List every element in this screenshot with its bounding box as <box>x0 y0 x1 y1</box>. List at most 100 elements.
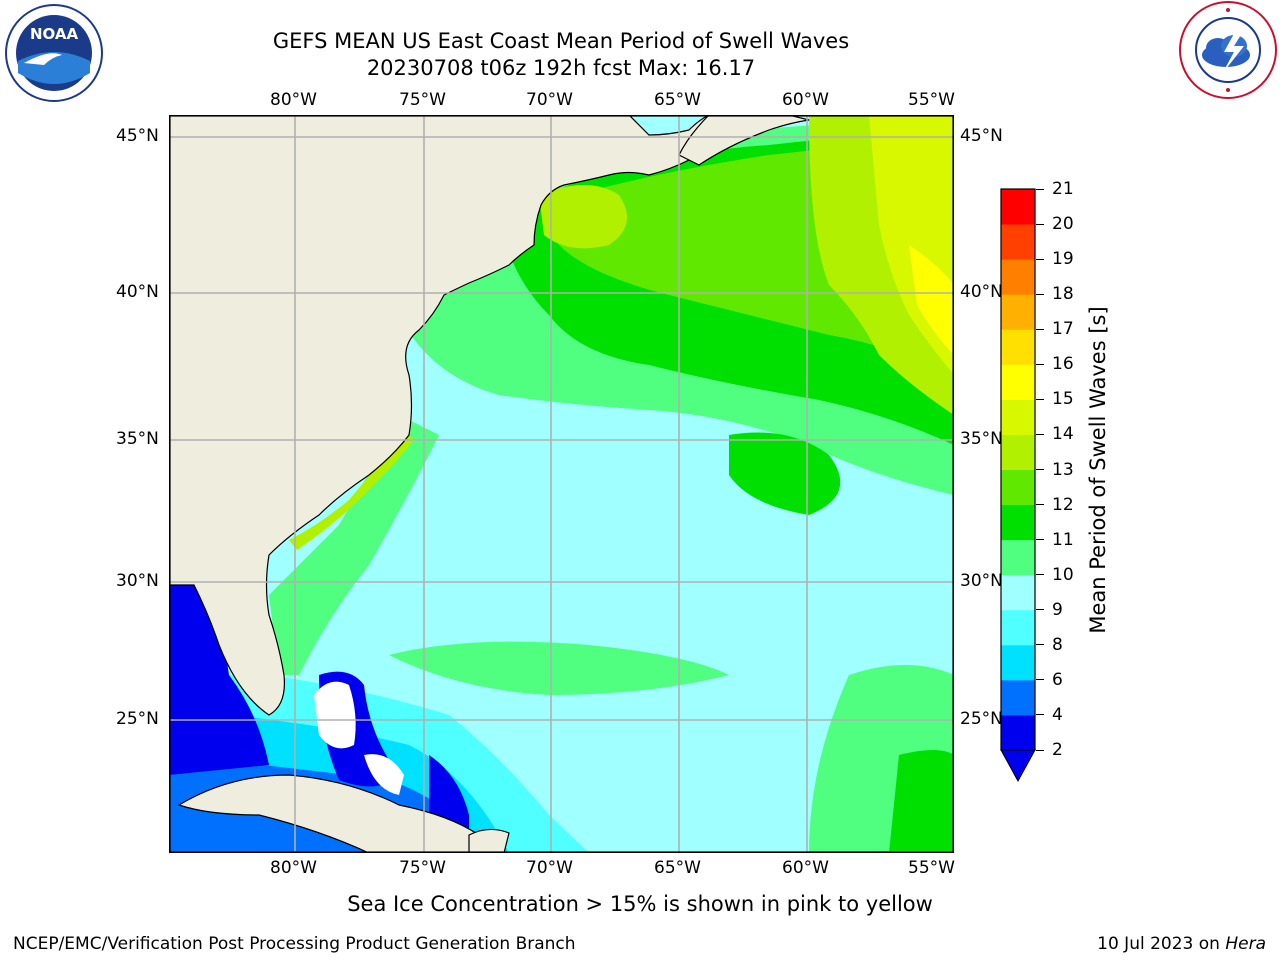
chart-title: GEFS MEAN US East Coast Mean Period of S… <box>272 29 850 53</box>
chart-subtitle: 20230708 t06z 192h fcst Max: 16.17 <box>366 56 756 80</box>
lon-label-top-55w: 55°W <box>908 90 955 110</box>
date-text: 10 Jul 2023 on <box>1097 934 1220 954</box>
colorbar-segment <box>1001 294 1035 330</box>
lat-label-left-40n: 40°N <box>116 282 159 302</box>
colorbar-segment <box>1001 189 1035 225</box>
colorbar-tick-label: 8 <box>1052 634 1063 655</box>
colorbar <box>1000 188 1036 783</box>
lon-label-top-80w: 80°W <box>270 90 317 110</box>
cuba <box>177 774 500 853</box>
lat-label-left-45n: 45°N <box>116 126 159 146</box>
swell-period-map <box>169 115 954 853</box>
svg-text:NOAA: NOAA <box>30 25 79 43</box>
colorbar-tick-label: 17 <box>1052 319 1074 340</box>
colorbar-segment <box>1001 609 1035 646</box>
colorbar-segment <box>1001 224 1035 260</box>
lat-label-left-35n: 35°N <box>116 429 159 449</box>
colorbar-tick-label: 6 <box>1052 669 1063 690</box>
lon-label-top-65w: 65°W <box>654 90 701 110</box>
colorbar-tick-label: 15 <box>1052 389 1074 410</box>
colorbar-segment <box>1001 714 1035 751</box>
colorbar-tick-label: 18 <box>1052 284 1074 305</box>
colorbar-tick-mark <box>1036 363 1044 365</box>
date-stamp: 10 Jul 2023 on Hera <box>1097 934 1266 954</box>
credit-text: NCEP/EMC/Verification Post Processing Pr… <box>13 934 576 954</box>
colorbar-segment <box>1001 539 1035 576</box>
colorbar-tick-mark <box>1036 258 1044 260</box>
lon-label-bottom-75w: 75°W <box>399 858 446 878</box>
map-frame <box>169 115 954 853</box>
lon-label-bottom-80w: 80°W <box>270 858 317 878</box>
graticule <box>169 115 954 853</box>
contour-12-13s-gulf-of-maine <box>539 185 627 249</box>
machine-name: Hera <box>1225 934 1266 954</box>
colorbar-segment <box>1001 469 1035 506</box>
colorbar-segments <box>1001 189 1035 751</box>
colorbar-segment <box>1001 574 1035 611</box>
hispaniola <box>468 828 510 853</box>
contour-10-11s-southeast <box>889 750 954 853</box>
colorbar-extend-arrow <box>1000 749 1036 783</box>
colorbar-tick-mark <box>1036 539 1044 541</box>
colorbar-tick-mark <box>1036 749 1044 751</box>
contour-9-10s-mid-ocean <box>389 641 729 695</box>
colorbar-tick-mark <box>1036 188 1044 190</box>
colorbar-segment <box>1001 364 1035 400</box>
colorbar-segment <box>1001 644 1035 681</box>
colorbar-tick-label: 2 <box>1052 740 1063 760</box>
colorbar-tick-mark <box>1036 504 1044 506</box>
colorbar-segment <box>1001 259 1035 295</box>
colorbar-tick-mark <box>1036 644 1044 646</box>
contour-14-15s-northeast <box>909 245 954 355</box>
colorbar-segment <box>1001 504 1035 541</box>
colorbar-tick-mark <box>1036 574 1044 576</box>
colorbar-tick-mark <box>1036 223 1044 225</box>
contour-9-10s-se-coast <box>269 415 439 675</box>
bahamas <box>314 681 356 749</box>
colorbar-segment <box>1001 434 1035 470</box>
colorbar-tick-label: 9 <box>1052 599 1063 620</box>
colorbar-segment <box>1001 329 1035 365</box>
colorbar-tick-label: 11 <box>1052 529 1074 550</box>
colorbar-tick-label: 19 <box>1052 249 1074 270</box>
colorbar-tick-mark <box>1036 293 1044 295</box>
lat-label-right-25n: 25°N <box>960 709 1003 729</box>
colorbar-tick-mark <box>1036 328 1044 330</box>
colorbar-tick-mark <box>1036 433 1044 435</box>
lon-label-top-60w: 60°W <box>782 90 829 110</box>
noaa-logo: NOAA <box>5 4 103 102</box>
contour-below-2s-gulf <box>169 585 269 775</box>
colorbar-tick-mark <box>1036 679 1044 681</box>
colorbar-tick-label: 13 <box>1052 459 1074 480</box>
colorbar-segment <box>1001 399 1035 435</box>
lat-label-right-30n: 30°N <box>960 571 1003 591</box>
lon-label-bottom-60w: 60°W <box>782 858 829 878</box>
lon-label-top-70w: 70°W <box>526 90 573 110</box>
lon-label-bottom-65w: 65°W <box>654 858 701 878</box>
colorbar-tick-mark <box>1036 609 1044 611</box>
colorbar-tick-label: 4 <box>1052 704 1063 725</box>
colorbar-tick-label: 10 <box>1052 564 1074 585</box>
lon-label-bottom-55w: 55°W <box>908 858 955 878</box>
lat-label-right-35n: 35°N <box>960 429 1003 449</box>
national-weather-service-logo <box>1179 1 1277 99</box>
sea-ice-note: Sea Ice Concentration > 15% is shown in … <box>347 892 933 916</box>
colorbar-tick-label: 16 <box>1052 354 1074 375</box>
colorbar-title: Mean Period of Swell Waves [s] <box>1086 306 1110 634</box>
contour-10-11s-east-central <box>729 432 841 515</box>
lat-label-left-30n: 30°N <box>116 571 159 591</box>
colorbar-tick-mark <box>1036 398 1044 400</box>
colorbar-tick-label: 20 <box>1052 214 1074 235</box>
bahamas-south <box>364 754 404 795</box>
colorbar-tick-label: 14 <box>1052 424 1074 445</box>
lon-label-bottom-70w: 70°W <box>526 858 573 878</box>
colorbar-tick-mark <box>1036 469 1044 470</box>
lat-label-left-25n: 25°N <box>116 709 159 729</box>
lon-label-top-75w: 75°W <box>399 90 446 110</box>
colorbar-segment <box>1001 679 1035 716</box>
colorbar-tick-label: 21 <box>1052 179 1074 199</box>
lat-label-right-45n: 45°N <box>960 126 1003 146</box>
colorbar-tick-mark <box>1036 714 1044 716</box>
colorbar-tick-label: 12 <box>1052 494 1074 515</box>
lat-label-right-40n: 40°N <box>960 282 1003 302</box>
